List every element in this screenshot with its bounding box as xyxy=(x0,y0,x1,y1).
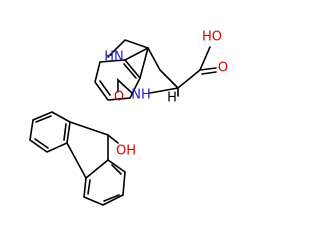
atom-label: HN xyxy=(104,50,124,65)
bond xyxy=(63,123,67,141)
bond xyxy=(87,179,91,195)
bonds xyxy=(29,39,217,206)
bond xyxy=(111,164,122,175)
bond xyxy=(177,46,211,89)
bond xyxy=(83,159,126,206)
bond xyxy=(107,134,119,144)
bond xyxy=(117,78,133,94)
page: HN HO O NH H O OH (() => { const data = … xyxy=(29,29,229,206)
atom-labels: HN HO O NH H O OH xyxy=(104,30,228,159)
bond xyxy=(124,47,149,61)
bond xyxy=(147,47,179,89)
bond xyxy=(149,87,179,94)
bond xyxy=(199,67,217,71)
atom-label: HO xyxy=(202,30,222,45)
atom-label: O xyxy=(218,61,228,76)
atom-label: NH xyxy=(131,88,151,103)
bond xyxy=(107,39,149,79)
atom-label: OH xyxy=(116,144,136,159)
bond xyxy=(103,194,120,202)
bond xyxy=(123,63,137,79)
atom-label: H xyxy=(167,91,177,106)
bond xyxy=(201,71,217,75)
structure: HN HO O NH H O OH xyxy=(29,30,228,206)
atom-label: O xyxy=(114,90,124,105)
bond xyxy=(99,80,111,96)
bond xyxy=(66,121,109,180)
bond xyxy=(35,115,52,123)
bond xyxy=(29,111,71,153)
bond xyxy=(34,138,49,149)
